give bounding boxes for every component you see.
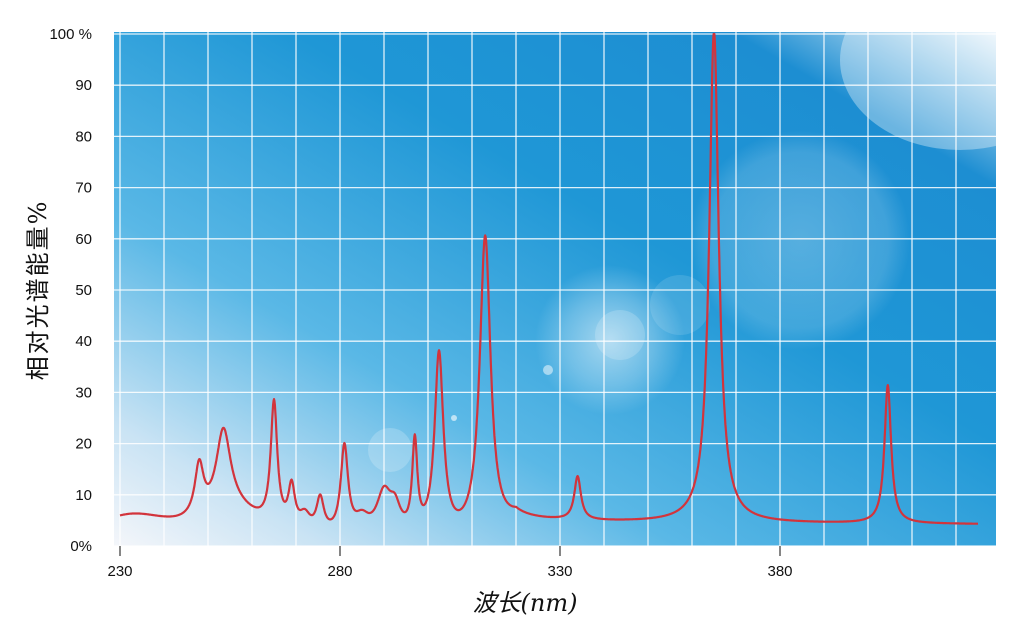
y-tick-label: 50 (75, 282, 92, 299)
y-tick-label: 0% (70, 538, 92, 555)
y-tick-label: 90 (75, 77, 92, 94)
y-tick-label: 80 (75, 128, 92, 145)
y-tick-label: 20 (75, 436, 92, 453)
y-tick-label: 60 (75, 231, 92, 248)
series-layer (119, 32, 979, 525)
y-tick-label: 100 % (49, 26, 92, 43)
x-tick-label: 380 (767, 563, 792, 580)
grid-lines (114, 32, 996, 547)
y-tick-label: 10 (75, 487, 92, 504)
y-tick-label: 70 (75, 180, 92, 197)
spectrum-line (119, 32, 979, 525)
y-tick-label: 40 (75, 333, 92, 350)
y-axis-ticks: 0% 10 20 30 40 50 60 70 80 90 100 % (49, 26, 92, 555)
y-axis-label: 相对光谱能量% (24, 200, 52, 381)
x-tick-label: 330 (547, 563, 572, 580)
x-axis-ticks: 230 280 330 380 (107, 546, 793, 580)
x-axis-label: 波长(nm) (473, 589, 578, 617)
plot-background (114, 32, 996, 546)
x-tick-label: 280 (327, 563, 352, 580)
y-tick-label: 30 (75, 384, 92, 401)
x-tick-label: 230 (107, 563, 132, 580)
